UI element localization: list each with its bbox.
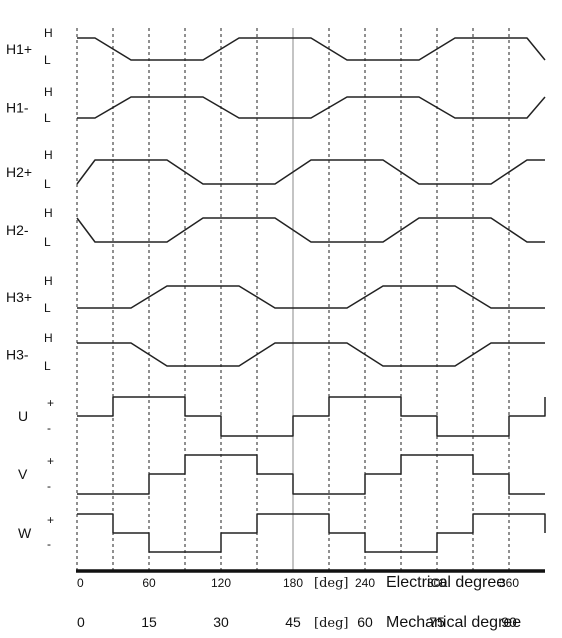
signal-name: H1+: [6, 41, 32, 57]
signal-name: V: [18, 466, 28, 482]
waveform-h1plus: [77, 37, 546, 61]
signal-name: U: [18, 408, 28, 424]
mechanical-tick-label: 30: [213, 614, 229, 630]
signal-name: H3-: [6, 347, 29, 363]
signal-name: H1-: [6, 100, 29, 116]
level-label-low: -: [47, 421, 51, 435]
level-label-low: -: [47, 479, 51, 493]
mechanical-tick-label: 15: [141, 614, 157, 630]
level-label-high: H: [44, 26, 53, 40]
level-label-low: L: [44, 53, 51, 67]
mechanical-unit: [deg]: [314, 616, 348, 631]
signal-name: H2+: [6, 164, 32, 180]
level-label-low: L: [44, 177, 51, 191]
degree-axis: 0 60 120 180 240 300 360[deg] Electrical degree…: [77, 574, 521, 631]
waveform-h3minus: [77, 342, 545, 367]
level-label-high: H: [44, 85, 53, 99]
waveform-h2minus: [76, 217, 545, 243]
mechanical-tick-label: 60: [357, 614, 373, 630]
electrical-tick-label: 60: [142, 576, 156, 590]
waveform-h3plus: [77, 285, 545, 309]
mechanical-tick-label: 0: [77, 614, 85, 630]
level-label-high: H: [44, 331, 53, 345]
level-label-high: H: [44, 206, 53, 220]
signal-name: H2-: [6, 222, 29, 238]
mechanical-degree-title: Mechanical degree: [386, 614, 521, 631]
waveform-h2plus: [76, 159, 545, 185]
level-label-high: H: [44, 148, 53, 162]
mechanical-tick-label: 75: [429, 614, 445, 630]
waveform-v: [77, 454, 545, 495]
level-label-low: L: [44, 359, 51, 373]
electrical-unit: [deg]: [314, 576, 348, 591]
electrical-degree-title: Electrical degree: [386, 574, 505, 591]
signal-waveforms: [76, 37, 546, 553]
level-label-high: H: [44, 274, 53, 288]
mechanical-tick-label: 90: [501, 614, 517, 630]
signal-name: W: [18, 525, 32, 541]
level-label-low: L: [44, 235, 51, 249]
waveform-u: [77, 396, 546, 437]
electrical-tick-label: 120: [211, 576, 231, 590]
electrical-tick-label: 360: [499, 576, 519, 590]
waveform-w: [77, 513, 546, 553]
electrical-tick-label: 240: [355, 576, 375, 590]
waveform-h1minus: [77, 96, 546, 119]
level-label-high: +: [47, 513, 54, 527]
electrical-tick-label: 180: [283, 576, 303, 590]
electrical-tick-label: 0: [77, 576, 84, 590]
mechanical-tick-label: 45: [285, 614, 301, 630]
level-label-low: L: [44, 111, 51, 125]
level-label-high: +: [47, 396, 54, 410]
electrical-tick-label: 300: [427, 576, 447, 590]
level-label-low: -: [47, 537, 51, 551]
level-label-low: L: [44, 301, 51, 315]
signal-name: H3+: [6, 289, 32, 305]
level-label-high: +: [47, 454, 54, 468]
